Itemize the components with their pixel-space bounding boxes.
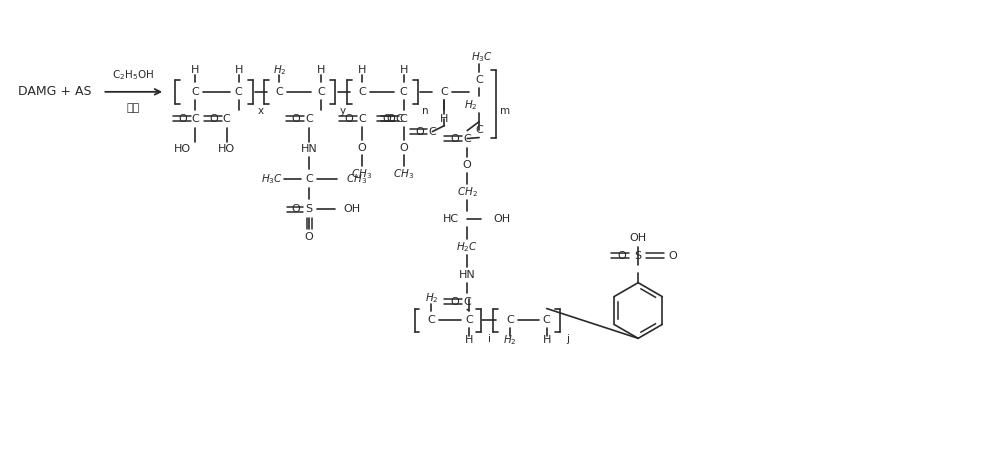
Text: C: C xyxy=(305,174,313,184)
Text: C: C xyxy=(358,87,366,97)
Text: C: C xyxy=(429,127,436,136)
Text: H: H xyxy=(317,65,325,75)
Text: O: O xyxy=(450,296,459,307)
Text: H: H xyxy=(358,65,366,75)
Text: O: O xyxy=(463,160,472,171)
Text: $CH_3$: $CH_3$ xyxy=(351,167,372,181)
Text: HN: HN xyxy=(459,270,476,280)
Text: H: H xyxy=(440,114,449,124)
Text: C: C xyxy=(463,296,471,307)
Text: C: C xyxy=(317,87,325,97)
Text: C: C xyxy=(305,114,313,124)
Text: C: C xyxy=(275,87,283,97)
Text: C: C xyxy=(400,114,407,124)
Text: C: C xyxy=(191,87,199,97)
Text: C: C xyxy=(543,315,551,325)
Text: O: O xyxy=(386,114,395,124)
Text: O: O xyxy=(292,114,301,124)
Text: m: m xyxy=(500,106,510,116)
Text: C: C xyxy=(506,315,514,325)
Text: O: O xyxy=(617,251,626,261)
Text: C: C xyxy=(400,87,407,97)
Text: O: O xyxy=(305,232,314,242)
Text: C: C xyxy=(475,75,483,85)
Text: O: O xyxy=(450,134,459,143)
Text: DAMG + AS: DAMG + AS xyxy=(18,85,91,98)
Text: i: i xyxy=(488,334,491,344)
Text: y: y xyxy=(340,106,346,116)
Text: $H_2$: $H_2$ xyxy=(464,98,478,112)
Text: H: H xyxy=(465,335,473,345)
Text: C: C xyxy=(223,114,231,124)
Text: C: C xyxy=(396,114,403,124)
Text: j: j xyxy=(566,334,569,344)
Text: O: O xyxy=(415,127,424,136)
Text: O: O xyxy=(345,114,353,124)
Text: O: O xyxy=(399,142,408,153)
Text: HO: HO xyxy=(174,144,191,154)
Text: x: x xyxy=(257,106,264,116)
Text: $H_3C$: $H_3C$ xyxy=(261,172,283,186)
Text: C: C xyxy=(463,134,471,143)
Text: H: H xyxy=(191,65,199,75)
Text: $\mathregular{C_2H_5OH}$: $\mathregular{C_2H_5OH}$ xyxy=(112,68,154,82)
Text: C: C xyxy=(235,87,242,97)
Text: OH: OH xyxy=(630,233,647,243)
Text: C: C xyxy=(428,315,435,325)
Text: H: H xyxy=(399,65,408,75)
Text: O: O xyxy=(382,114,391,124)
Text: S: S xyxy=(306,204,313,214)
Text: $H_2$: $H_2$ xyxy=(425,292,438,306)
Text: C: C xyxy=(358,114,366,124)
Text: $H_2$: $H_2$ xyxy=(273,63,286,77)
Text: O: O xyxy=(669,251,677,261)
Text: OH: OH xyxy=(493,214,510,224)
Text: S: S xyxy=(635,251,642,261)
Text: $CH_3$: $CH_3$ xyxy=(393,167,414,181)
Text: C: C xyxy=(465,315,473,325)
Text: C: C xyxy=(475,124,483,135)
Text: HC: HC xyxy=(443,214,459,224)
Text: $CH_2$: $CH_2$ xyxy=(457,185,478,199)
Text: $H_3C$: $H_3C$ xyxy=(471,50,493,64)
Text: C: C xyxy=(440,87,448,97)
Text: $H_2$: $H_2$ xyxy=(503,333,517,347)
Text: O: O xyxy=(179,114,187,124)
Text: HN: HN xyxy=(301,144,318,154)
Text: OH: OH xyxy=(343,204,360,214)
Text: HO: HO xyxy=(218,144,235,154)
Text: $H_2C$: $H_2C$ xyxy=(456,240,478,254)
Text: C: C xyxy=(191,114,199,124)
Text: H: H xyxy=(543,335,551,345)
Text: 室温: 室温 xyxy=(127,103,140,113)
Text: n: n xyxy=(422,106,429,116)
Text: O: O xyxy=(292,204,301,214)
Text: O: O xyxy=(357,142,366,153)
Text: O: O xyxy=(209,114,218,124)
Text: $CH_3$: $CH_3$ xyxy=(346,172,367,186)
Text: H: H xyxy=(234,65,243,75)
